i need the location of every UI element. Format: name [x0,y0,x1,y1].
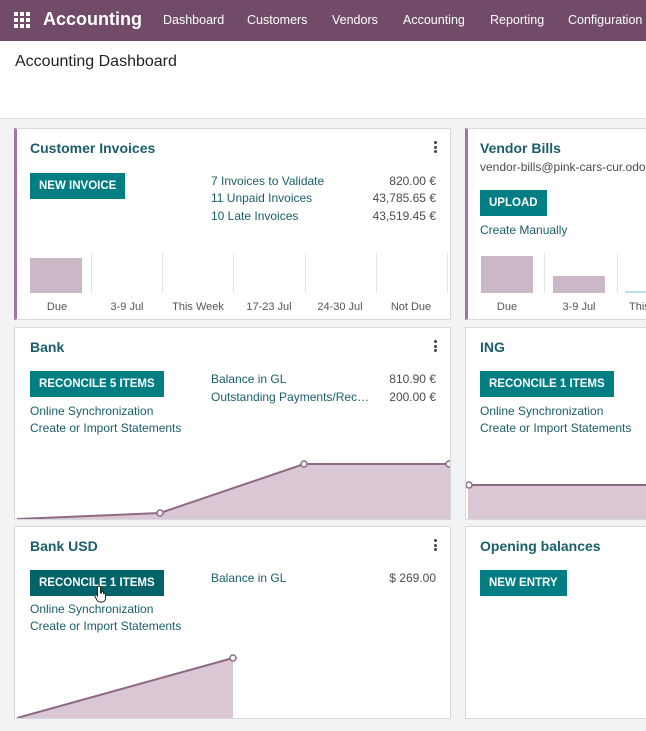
bar-label-not-due: Not Due [390,301,432,313]
bank-title[interactable]: Bank [30,339,65,355]
bar-label-due: Due [46,301,68,313]
import-statements-link[interactable]: Create or Import Statements [30,619,182,633]
late-invoices-link[interactable]: 10 Late Invoices [211,209,299,223]
vendor-bills-email: vendor-bills@pink-cars-cur.odoo. [480,160,646,174]
outstanding-payments-value: 200.00 € [389,390,436,404]
bar-label-this-week: This Week [172,301,224,313]
bar-due[interactable] [30,258,82,293]
vendor-bills-card: Vendor Bills vendor-bills@pink-cars-cur.… [465,128,646,320]
invoices-to-validate-link[interactable]: 7 Invoices to Validate [211,174,325,188]
control-panel: Accounting Dashboard [0,41,646,119]
ing-title[interactable]: ING [480,339,505,355]
vendor-bills-bar-chart: Due 3-9 Jul This W [476,253,646,319]
reconcile-button[interactable]: RECONCILE 1 ITEMS [30,570,164,596]
new-invoice-button[interactable]: NEW INVOICE [30,173,126,199]
bank-usd-card: Bank USD RECONCILE 1 ITEMS Online Synchr… [14,526,451,719]
import-statements-link[interactable]: Create or Import Statements [480,421,632,435]
bar-label-17-23-jul: 17-23 Jul [246,301,292,313]
bar-label-3-9-jul: 3-9 Jul [110,301,144,313]
reconcile-button[interactable]: RECONCILE 5 ITEMS [30,371,164,397]
bar-label-due: Due [496,301,518,313]
bar-label-this-week: This W [629,301,646,313]
bank-card: Bank RECONCILE 5 ITEMS Online Synchroniz… [14,327,451,520]
balance-gl-value: 810.90 € [389,372,436,386]
ing-card: ING RECONCILE 1 ITEMS Online Synchroniza… [465,327,646,520]
chart-point [445,460,450,468]
balance-gl-label[interactable]: Balance in GL [211,571,287,585]
balance-gl-label[interactable]: Balance in GL [211,372,287,386]
kebab-menu-icon[interactable] [434,141,438,153]
bar-3-9-jul[interactable] [553,276,605,293]
bank-usd-title[interactable]: Bank USD [30,538,98,554]
menu-dashboard[interactable]: Dashboard [163,13,225,27]
bar-due[interactable] [481,256,533,293]
customer-invoices-card: Customer Invoices NEW INVOICE 7 Invoices… [14,128,451,320]
new-entry-button[interactable]: NEW ENTRY [480,570,567,596]
customer-invoices-title[interactable]: Customer Invoices [30,140,156,156]
online-sync-link[interactable]: Online Synchronization [30,602,154,616]
menu-customers[interactable]: Customers [247,13,308,27]
bank-balance-line-chart [16,460,450,519]
unpaid-invoices-link[interactable]: 11 Unpaid Invoices [211,191,313,205]
app-brand[interactable]: Accounting [43,9,142,29]
unpaid-invoices-value: 43,785.65 € [372,191,436,205]
invoices-to-validate-value: 820.00 € [389,174,436,188]
ing-balance-line-chart [466,481,646,519]
chart-point [229,654,237,662]
opening-balances-title[interactable]: Opening balances [480,538,601,554]
customer-invoices-bar-chart: Due 3-9 Jul This Week 17-23 Jul 24-30 Ju… [27,253,450,319]
chart-point [300,460,308,468]
create-manually-link[interactable]: Create Manually [480,223,568,237]
balance-gl-value: $ 269.00 [389,571,436,585]
menu-vendors[interactable]: Vendors [332,13,378,27]
import-statements-link[interactable]: Create or Import Statements [30,421,182,435]
chart-point [156,509,164,517]
reconcile-button[interactable]: RECONCILE 1 ITEMS [480,371,614,397]
online-sync-link[interactable]: Online Synchronization [480,404,604,418]
hand-pointer-icon [94,585,106,603]
apps-grid-icon[interactable] [14,12,30,28]
bar-this-week[interactable] [625,291,646,293]
bar-label-24-30-jul: 24-30 Jul [317,301,363,313]
vendor-bills-title[interactable]: Vendor Bills [480,140,561,156]
late-invoices-value: 43,519.45 € [372,209,436,223]
menu-accounting[interactable]: Accounting [403,13,465,27]
menu-reporting[interactable]: Reporting [490,13,545,27]
page-title: Accounting Dashboard [15,53,177,70]
bar-label-3-9-jul: 3-9 Jul [562,301,596,313]
upload-button[interactable]: UPLOAD [480,190,547,216]
menu-configuration[interactable]: Configuration [568,13,643,27]
bank-usd-balance-line-chart [16,654,237,718]
chart-point [466,481,473,489]
online-sync-link[interactable]: Online Synchronization [30,404,154,418]
top-navbar: Accounting Dashboard Customers Vendors A… [0,0,646,41]
opening-balances-card: Opening balances NEW ENTRY [465,526,646,719]
kebab-menu-icon[interactable] [434,340,438,352]
outstanding-payments-label[interactable]: Outstanding Payments/Rec… [211,390,370,404]
kebab-menu-icon[interactable] [434,539,438,551]
